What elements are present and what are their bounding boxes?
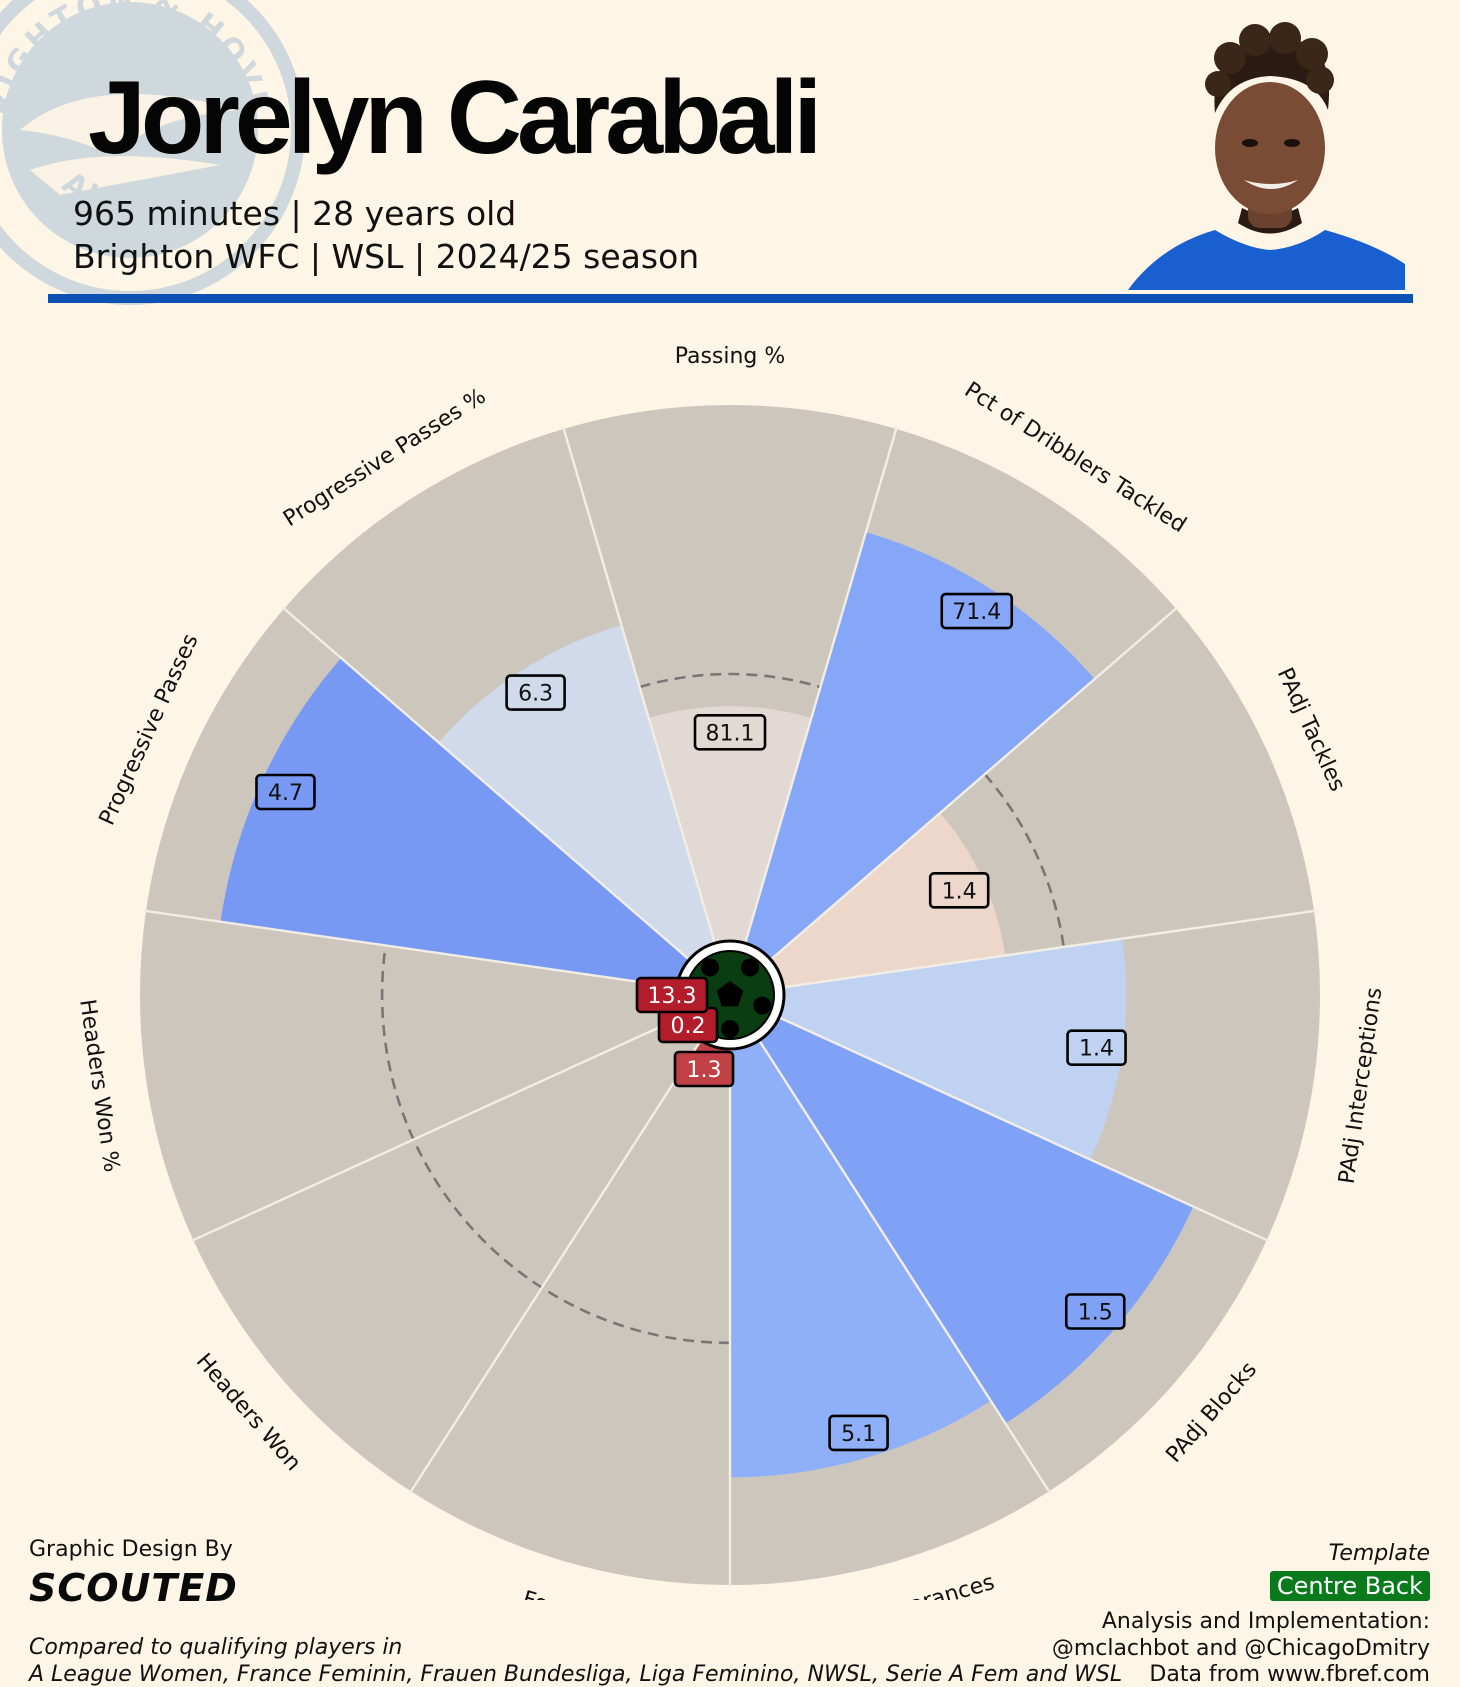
value-label: 1.3 [673,1050,735,1088]
slice-separator [408,1038,703,1494]
axis-label: PAdj Clearances [822,1570,998,1600]
player-club-league-season: Brighton WFC | WSL | 2024/25 season [73,237,700,276]
metric-bar [777,938,1127,1160]
comparison-note-line1: Compared to qualifying players in [29,1635,403,1660]
data-source-credit: Data from www.fbref.com [1149,1662,1430,1687]
soccer-ball-patch [721,1020,739,1038]
metric-bar [220,657,691,988]
analysis-credit-line2: @mclachbot and @ChicagoDmitry [1051,1636,1430,1661]
scouted-logo: SCOUTED [29,1566,238,1610]
axis-label: Fouls [520,1587,582,1600]
soccer-ball-patch [716,981,744,1007]
value-label: 5.1 [828,1414,889,1452]
radar-bar-layer [220,532,1194,1478]
metric-bar [730,1038,991,1478]
value-label-text: 81.1 [706,721,755,746]
club-crest-watermark: RIGHTON & HOVE ALBION [0,0,305,305]
value-label-text: 1.4 [942,879,977,904]
player-minutes-age: 965 minutes | 28 years old [73,194,517,233]
value-label-box [635,976,709,1014]
slice-separator [190,1015,684,1243]
value-label-text: 1.3 [687,1058,722,1083]
soccer-ball-patch [740,958,759,977]
baseline-arc [639,672,821,689]
pizza-chart: 81.1 71.4 1.4 1.4 1.5 5.1 1.3 0.2 13.3 4.7 6.3 Pas… [74,344,1388,1600]
value-label: 71.4 [940,592,1014,630]
soccer-ball-patch [701,958,720,977]
axis-label: Passing % [675,344,786,369]
value-label: 1.5 [1064,1293,1126,1330]
value-label: 0.2 [657,1006,719,1044]
slice-separator [743,426,898,946]
player-name: Jorelyn Carabali [88,60,822,176]
header-divider [48,294,1413,303]
slice-background [139,911,683,1241]
metric-bar [648,706,812,946]
value-label-box [505,674,566,711]
value-label: 13.3 [635,976,709,1014]
axis-label: PAdj Interceptions [1335,986,1388,1185]
radar-value-layer: 81.1 71.4 1.4 1.4 1.5 5.1 1.3 0.2 13.3 4.7 6.3 [255,592,1127,1452]
analysis-credit-line1: Analysis and Implementation: [1101,1609,1430,1634]
slice-separator [281,606,692,962]
slice-separator [757,1038,1052,1494]
value-label-text: 71.4 [952,600,1001,625]
radar-separator-layer [143,426,1317,1587]
slice-separator [781,909,1317,989]
slice-background [411,1038,730,1585]
value-label-text: 5.1 [841,1422,876,1447]
value-label-text: 4.7 [268,781,303,806]
template-label: Template [1328,1541,1430,1566]
slice-separator [143,909,679,989]
value-label-text: 6.3 [518,682,553,707]
value-label-box [828,1414,889,1452]
slice-background [193,1016,702,1492]
value-label-box [1066,1029,1127,1067]
value-label-text: 1.4 [1079,1037,1114,1062]
value-label: 1.4 [928,872,990,909]
slice-separator [768,606,1179,962]
value-label-text: 0.2 [671,1014,706,1039]
value-label: 6.3 [505,674,566,711]
value-label-box [940,592,1014,630]
value-label-box [928,872,990,909]
metric-bar [744,532,1095,961]
template-badge: Centre Back [1269,1571,1430,1601]
baseline-arc [412,1138,543,1289]
baseline-arc [983,773,1065,948]
radar-baseline-layer [380,672,1065,1345]
value-label-box [673,1050,735,1088]
comparison-note-line2: A League Women, France Feminin, Frauen B… [29,1662,1123,1687]
value-label-text: 13.3 [648,984,697,1009]
value-label-text: 1.5 [1078,1300,1113,1325]
value-label: 1.4 [1066,1029,1127,1067]
design-credit-label: Graphic Design By [29,1537,233,1562]
axis-label: PAdj Tackles [1272,664,1350,795]
value-label-box [1064,1293,1126,1330]
baseline-arc [380,945,415,1141]
value-label: 4.7 [255,773,316,811]
soccer-ball-patch [753,996,772,1015]
baseline-arc [541,1286,731,1345]
slice-separator [562,426,717,946]
value-label-box [255,773,316,811]
slice-separator [776,1015,1270,1243]
metric-bar [769,812,1006,988]
player-photo-icon [1128,22,1405,290]
value-label: 81.1 [693,713,767,751]
value-label-box [693,713,767,751]
axis-label: Headers Won % [74,998,124,1174]
